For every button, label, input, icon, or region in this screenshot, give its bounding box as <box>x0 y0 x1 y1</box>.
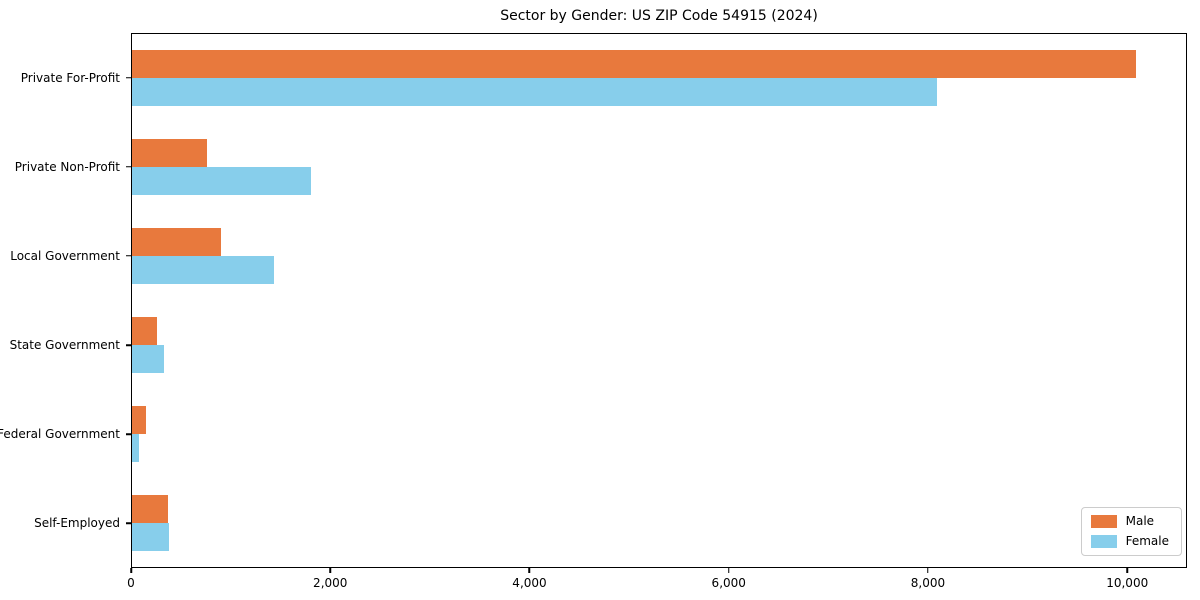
bar-female-local-government <box>132 256 275 285</box>
bar-male-self-employed <box>132 494 168 523</box>
y-tick-label-private-non-profit: Private Non-Profit <box>14 159 120 174</box>
y-axis: Private For-Profit Private Non-Profit Loca… <box>0 33 131 568</box>
legend-item-female: Female <box>1090 534 1169 548</box>
x-axis: 0 2,000 4,000 6,000 8,000 10,000 <box>127 568 1187 598</box>
bar-female-private-for-profit <box>132 78 938 107</box>
x-tick-label-2000: 2,000 <box>313 576 348 590</box>
y-tick-mark-state-government <box>126 344 131 346</box>
bar-group-private-for-profit <box>132 34 1186 123</box>
legend-item-male: Male <box>1090 514 1169 528</box>
x-tick-label-8000: 8,000 <box>910 576 946 590</box>
y-tick-mark-private-for-profit <box>126 76 131 79</box>
y-tick-label-state-government: State Government <box>9 338 120 353</box>
bar-male-federal-government <box>132 405 146 434</box>
x-tick-mark-2000 <box>329 568 331 573</box>
legend-label-female: Female <box>1125 534 1169 548</box>
bars-layer <box>132 34 1186 567</box>
x-tick-mark-6000 <box>727 568 730 573</box>
chart-title: Sector by Gender: US ZIP Code 54915 (202… <box>500 8 818 24</box>
y-tick-label-private-for-profit: Private For-Profit <box>20 70 120 85</box>
bar-group-self-employed <box>132 478 1186 567</box>
y-tick-mark-self-employed <box>126 522 131 525</box>
bar-group-local-government <box>132 212 1186 301</box>
x-tick-label-4000: 4,000 <box>512 576 547 590</box>
y-tick-mark-federal-government <box>126 433 131 435</box>
x-tick-mark-4000 <box>528 568 531 573</box>
legend: Male Female <box>1080 507 1182 556</box>
bar-male-state-government <box>132 316 157 345</box>
y-tick-label-local-government: Local Government <box>10 248 120 263</box>
legend-swatch-female <box>1090 535 1117 548</box>
bar-group-state-government <box>132 301 1186 390</box>
y-tick-mark-local-government <box>126 255 131 257</box>
y-tick-label-federal-government: Federal Government <box>0 427 120 442</box>
bar-group-federal-government <box>132 389 1186 478</box>
plot-area: Male Female <box>131 33 1187 568</box>
bar-male-private-for-profit <box>132 50 1137 79</box>
bar-group-private-non-profit <box>132 123 1186 212</box>
bar-male-private-non-profit <box>132 139 207 168</box>
x-tick-mark-10000 <box>1126 568 1128 573</box>
bar-female-federal-government <box>132 433 140 462</box>
x-tick-mark-8000 <box>927 568 929 573</box>
bar-female-private-non-profit <box>132 167 311 196</box>
legend-swatch-male <box>1090 515 1117 528</box>
y-tick-mark-private-non-profit <box>126 166 131 168</box>
bar-female-self-employed <box>132 522 169 551</box>
x-tick-label-6000: 6,000 <box>711 576 746 590</box>
x-tick-label-10000: 10,000 <box>1106 576 1149 590</box>
legend-label-male: Male <box>1125 514 1155 528</box>
bar-female-state-government <box>132 344 165 373</box>
x-tick-label-0: 0 <box>127 576 135 590</box>
bar-male-local-government <box>132 228 222 257</box>
y-tick-label-self-employed: Self-Employed <box>34 516 120 531</box>
x-tick-mark-0 <box>130 568 132 573</box>
